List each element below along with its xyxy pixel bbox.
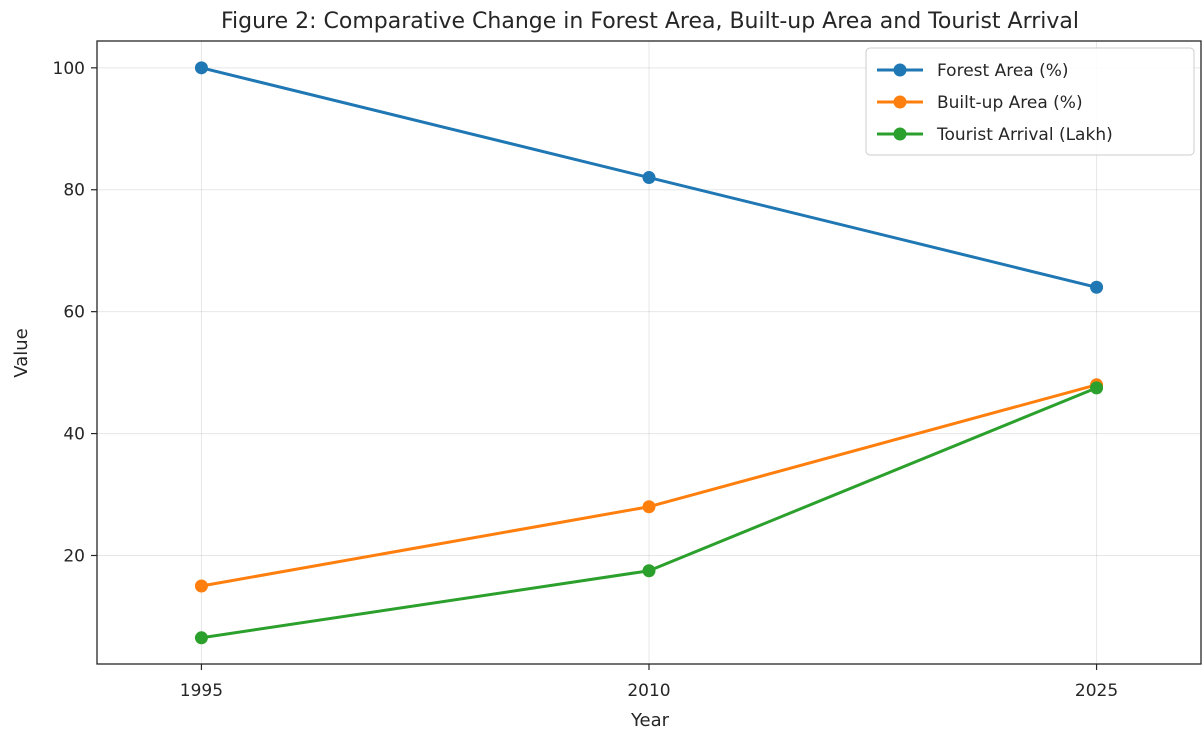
y-tick-label: 20 xyxy=(63,546,85,566)
data-point-built-up-area xyxy=(642,500,656,514)
data-point-tourist-arrival-lakh xyxy=(1090,381,1104,395)
legend-label: Built-up Area (%) xyxy=(937,93,1083,113)
legend-label: Tourist Arrival (Lakh) xyxy=(936,125,1113,145)
y-tick-label: 40 xyxy=(63,425,85,445)
x-tick-label: 1995 xyxy=(180,681,223,701)
y-tick-label: 100 xyxy=(53,59,85,79)
data-point-tourist-arrival-lakh xyxy=(642,564,656,578)
legend-marker xyxy=(893,127,907,141)
legend-marker xyxy=(893,63,907,77)
x-axis-label: Year xyxy=(630,710,670,731)
legend-marker xyxy=(893,95,907,109)
y-tick-label: 60 xyxy=(63,303,85,323)
x-tick-label: 2025 xyxy=(1075,681,1118,701)
data-point-forest-area xyxy=(642,171,656,185)
y-axis-label: Value xyxy=(11,328,32,377)
series-lines xyxy=(194,61,1104,645)
data-point-built-up-area xyxy=(194,579,208,593)
legend: Forest Area (%) Built-up Area (%) Tourist … xyxy=(865,47,1195,156)
x-tick-label: 2010 xyxy=(627,681,670,701)
y-tick-label: 80 xyxy=(63,181,85,201)
legend-label: Forest Area (%) xyxy=(937,61,1069,81)
legend-box xyxy=(865,47,1195,156)
data-point-forest-area xyxy=(1090,280,1104,294)
data-point-tourist-arrival-lakh xyxy=(194,631,208,645)
chart-title: Figure 2: Comparative Change in Forest A… xyxy=(221,9,1079,34)
data-point-forest-area xyxy=(194,61,208,75)
